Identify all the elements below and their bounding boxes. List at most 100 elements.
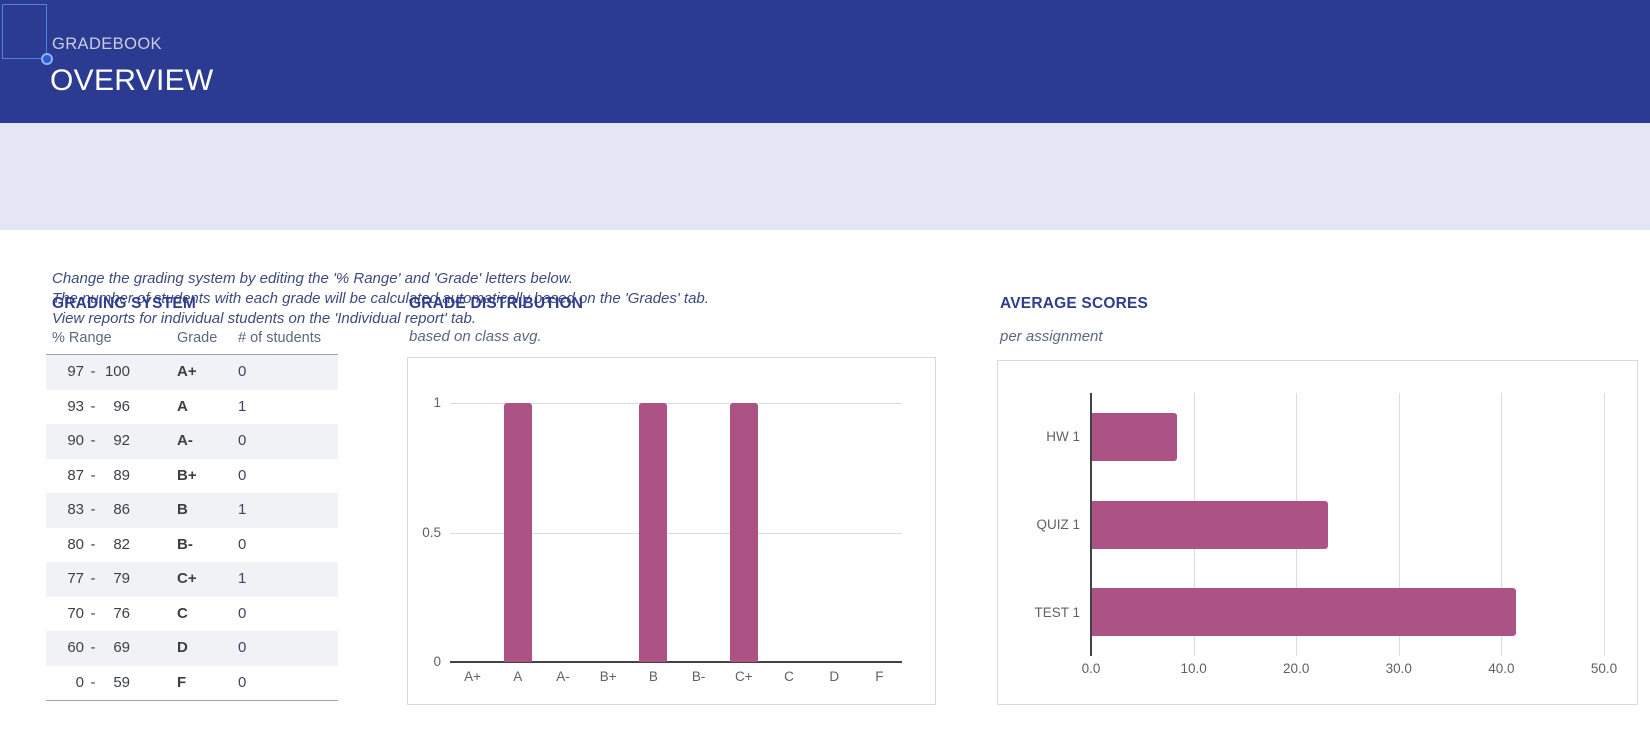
bar-slot — [586, 403, 631, 662]
count-cell: 1 — [238, 501, 247, 518]
grading-table-header: % Range Grade # of students — [46, 325, 338, 355]
bar-row: HW 1 — [998, 393, 1639, 481]
page-title: OVERVIEW — [50, 64, 214, 97]
x-axis-labels: A+ A A- B+ B B- C+ C D F — [450, 669, 902, 684]
grade-cell[interactable]: F — [177, 673, 187, 691]
range-to-cell[interactable]: 100 — [104, 363, 130, 380]
bar-slot — [812, 403, 857, 662]
table-row[interactable]: 80-82 B- 0 — [46, 528, 338, 563]
range-from-cell[interactable]: 93 — [67, 397, 84, 415]
range-from-cell[interactable]: 70 — [67, 604, 84, 622]
bar-row: QUIZ 1 — [998, 481, 1639, 569]
notice-line-2: The number of students with each grade w… — [52, 290, 709, 307]
range-dash: - — [90, 604, 96, 622]
grade-cell[interactable]: C+ — [177, 570, 197, 587]
gridline — [1604, 393, 1605, 656]
bar — [1092, 412, 1178, 461]
bar-slot — [450, 403, 495, 662]
category-label: TEST 1 — [1034, 604, 1080, 620]
notice-line-3: View reports for individual students on … — [52, 310, 477, 327]
count-cell: 0 — [238, 673, 247, 691]
x-tick-label: B — [648, 669, 658, 684]
table-row[interactable]: 70-76 C 0 — [46, 597, 338, 632]
range-to-cell[interactable]: 69 — [113, 639, 130, 656]
count-cell: 0 — [238, 639, 247, 656]
table-row[interactable]: 97-100 A+ 0 — [46, 355, 338, 390]
count-cell: 0 — [238, 466, 247, 484]
table-row[interactable]: 93-96 A 1 — [46, 390, 338, 425]
table-row[interactable]: 77-79 C+ 1 — [46, 562, 338, 597]
table-row[interactable]: 83-86 B 1 — [46, 493, 338, 528]
plot-area — [450, 403, 902, 662]
grading-system-table: % Range Grade # of students 97-100 A+ 0 93-… — [46, 325, 338, 701]
x-tick-label: F — [875, 669, 884, 684]
count-cell: 0 — [238, 604, 247, 622]
column-header-count: # of students — [238, 330, 322, 346]
grade-cell[interactable]: A — [177, 397, 188, 415]
x-axis-line — [450, 661, 902, 663]
selection-handle-icon[interactable] — [41, 53, 53, 65]
bar — [639, 403, 668, 662]
y-tick-label: 0.5 — [422, 524, 441, 540]
range-dash: - — [90, 363, 96, 380]
x-tick-label: B+ — [599, 669, 617, 684]
range-to-cell[interactable]: 82 — [113, 535, 130, 553]
table-row[interactable]: 0-59 F 0 — [46, 666, 338, 701]
range-to-cell[interactable]: 76 — [113, 604, 130, 622]
grade-distribution-chart: 0 0.5 1 A+ A A- B+ B B- C+ C D F — [407, 357, 936, 705]
table-row[interactable]: 90-92 A- 0 — [46, 424, 338, 459]
x-tick-label: 50.0 — [1590, 661, 1618, 676]
grade-cell[interactable]: B- — [177, 535, 193, 553]
x-tick-label: A- — [556, 669, 570, 684]
range-from-cell[interactable]: 90 — [67, 432, 84, 449]
y-tick-label: 0 — [433, 654, 441, 669]
grade-cell[interactable]: A+ — [177, 363, 197, 380]
table-row[interactable]: 87-89 B+ 0 — [46, 459, 338, 494]
range-to-cell[interactable]: 96 — [113, 397, 130, 415]
average-scores-chart: 0.0 10.0 20.0 30.0 40.0 50.0 HW 1 QUIZ 1 TEST 1 — [997, 360, 1638, 705]
range-dash: - — [90, 535, 96, 553]
range-to-cell[interactable]: 86 — [113, 501, 130, 518]
x-tick-label: C+ — [735, 669, 753, 684]
count-cell: 1 — [238, 397, 247, 415]
bar-slot — [540, 403, 585, 662]
count-cell: 1 — [238, 570, 247, 587]
bar-slot — [676, 403, 721, 662]
grade-cell[interactable]: D — [177, 639, 188, 656]
grade-cell[interactable]: C — [177, 604, 188, 622]
grade-cell[interactable]: B+ — [177, 466, 197, 484]
table-row[interactable]: 60-69 D 0 — [46, 631, 338, 666]
x-tick-label: B- — [691, 669, 706, 684]
range-from-cell[interactable]: 80 — [67, 535, 84, 553]
range-dash: - — [90, 639, 96, 656]
grade-distribution-title: GRADE DISTRIBUTION — [409, 295, 584, 312]
range-to-cell[interactable]: 89 — [113, 466, 130, 484]
grading-table-rows: 97-100 A+ 0 93-96 A 1 90-92 A- 0 87-89 B+ 0 83-86 B 1 8… — [46, 355, 338, 701]
range-to-cell[interactable]: 79 — [113, 570, 130, 587]
y-axis-line — [1090, 393, 1092, 656]
range-from-cell[interactable]: 87 — [67, 466, 84, 484]
header-banner: GRADEBOOK OVERVIEW — [0, 0, 1650, 123]
range-dash: - — [90, 501, 96, 518]
x-tick-label: 30.0 — [1385, 661, 1412, 676]
bar — [729, 403, 758, 662]
cell-selection-outline[interactable] — [2, 4, 47, 59]
bar-slot — [766, 403, 811, 662]
range-from-cell[interactable]: 83 — [67, 501, 84, 518]
plot-area: HW 1 QUIZ 1 TEST 1 — [998, 393, 1639, 656]
grade-cell[interactable]: B — [177, 501, 188, 518]
range-from-cell[interactable]: 60 — [67, 639, 84, 656]
range-to-cell[interactable]: 59 — [113, 673, 130, 691]
x-tick-label: 10.0 — [1180, 661, 1207, 676]
range-dash: - — [90, 570, 96, 587]
range-from-cell[interactable]: 0 — [75, 673, 84, 691]
range-to-cell[interactable]: 92 — [113, 432, 130, 449]
bar — [503, 403, 532, 662]
range-from-cell[interactable]: 77 — [67, 570, 84, 587]
bar-slot — [721, 403, 766, 662]
gridline — [1501, 393, 1503, 656]
notice-line-1: Change the grading system by editing the… — [52, 270, 573, 287]
range-from-cell[interactable]: 97 — [67, 363, 84, 380]
grade-cell[interactable]: A- — [177, 432, 193, 449]
